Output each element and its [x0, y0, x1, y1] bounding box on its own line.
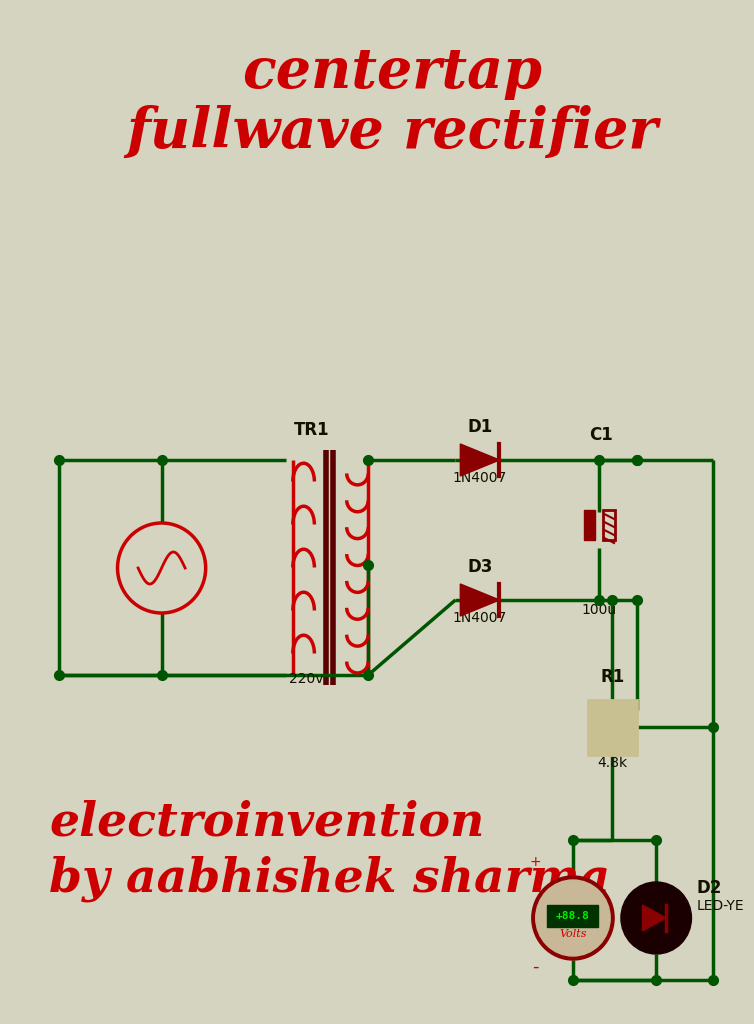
Bar: [584, 510, 596, 540]
Circle shape: [532, 876, 614, 961]
Text: 220v: 220v: [289, 672, 323, 686]
Text: 1N4007: 1N4007: [453, 471, 507, 485]
Text: D3: D3: [467, 558, 492, 575]
Text: +: +: [530, 855, 541, 869]
Text: -: -: [532, 958, 539, 976]
Bar: [603, 510, 615, 540]
Polygon shape: [461, 584, 499, 616]
Text: LED-YE: LED-YE: [697, 899, 744, 913]
Polygon shape: [461, 444, 499, 476]
Text: C1: C1: [590, 426, 613, 444]
Circle shape: [621, 882, 691, 954]
Bar: [547, 905, 599, 927]
Text: 4.8k: 4.8k: [597, 756, 627, 770]
Text: D1: D1: [467, 418, 492, 436]
Text: D2: D2: [697, 879, 722, 897]
Text: +88.8: +88.8: [556, 911, 590, 921]
Circle shape: [118, 523, 206, 613]
Text: fullwave rectifier: fullwave rectifier: [126, 105, 657, 160]
Text: electroinvention: electroinvention: [49, 800, 484, 846]
Text: TR1: TR1: [294, 421, 329, 439]
Text: Volts: Volts: [559, 929, 587, 939]
Bar: [587, 700, 636, 755]
Text: 100u: 100u: [582, 603, 617, 617]
Text: by aabhishek sharma: by aabhishek sharma: [49, 855, 610, 901]
Circle shape: [536, 880, 610, 956]
Text: 1N4007: 1N4007: [453, 611, 507, 625]
Polygon shape: [642, 905, 666, 931]
Text: centertap: centertap: [242, 45, 541, 100]
Text: R1: R1: [600, 668, 624, 686]
